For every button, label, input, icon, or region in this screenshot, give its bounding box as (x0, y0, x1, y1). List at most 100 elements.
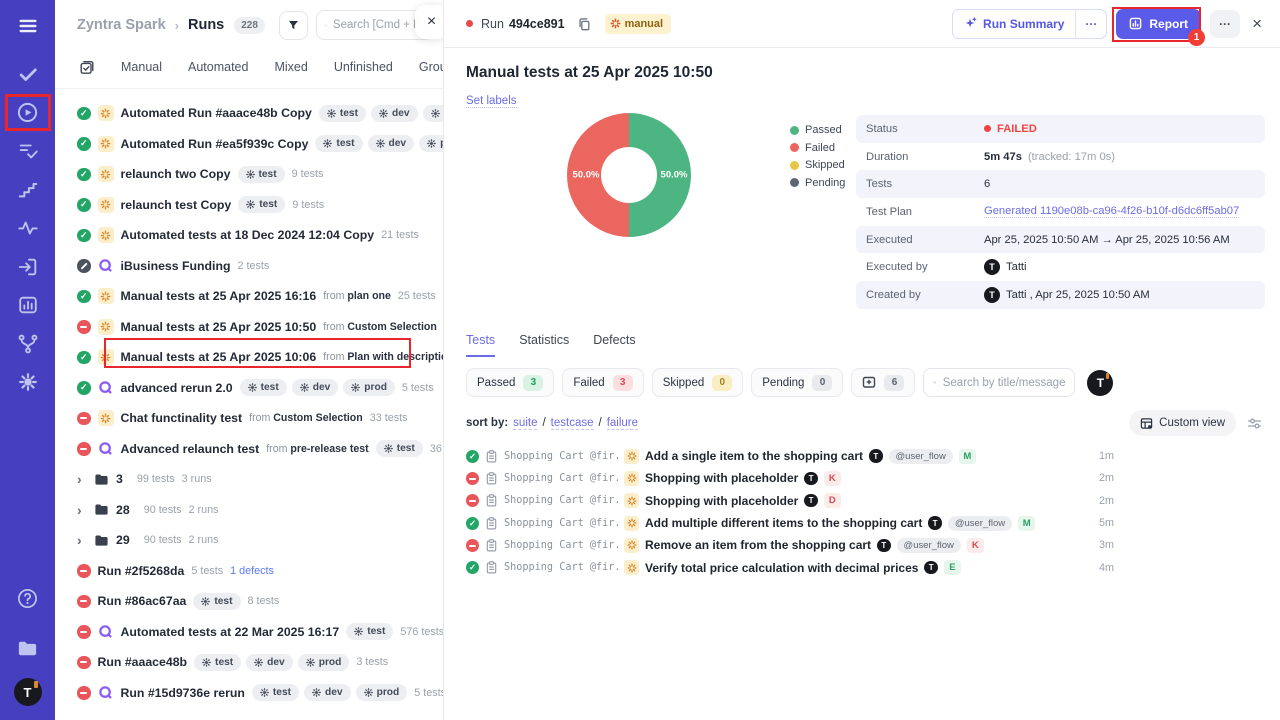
test-result-row[interactable]: Shopping Cart @fir... Shopping with plac… (466, 467, 1264, 489)
chevron-right-icon[interactable]: › (77, 532, 82, 549)
run-list-item[interactable]: › Run #2f5268da 5 tests 1 defects (55, 556, 443, 587)
run-detail-header: Run 494ce891 manual Run Summary ··· Repo… (444, 0, 1280, 48)
pending-filter-chip[interactable]: Pending 0 (751, 368, 844, 397)
tab-groups[interactable]: Groups (418, 60, 443, 74)
chevron-right-icon[interactable]: › (77, 501, 82, 518)
tab-automated[interactable]: Automated (188, 60, 249, 74)
tab-tests[interactable]: Tests (466, 333, 496, 357)
test-title: Shopping with placeholder (645, 471, 799, 486)
run-defects-link[interactable]: 1 defects (230, 564, 274, 577)
run-list-item[interactable]: › 3 99 tests 3 runs (55, 464, 443, 495)
panel-close-icon[interactable]: × (415, 5, 443, 39)
run-list-item[interactable]: › Manual tests at 25 Apr 2025 16:16 from… (55, 281, 443, 312)
comments-filter-chip[interactable]: 6 (851, 368, 916, 397)
run-list-item[interactable]: › Automated Run #aaace48b Copy testdevpr… (55, 98, 443, 129)
test-result-row[interactable]: Shopping Cart @fir... Add multiple diffe… (466, 512, 1264, 534)
environment-tag: prod (422, 104, 443, 122)
user-avatar[interactable]: T (13, 678, 42, 706)
environment-tag: prod (419, 135, 443, 153)
tests-search-input[interactable]: Search by title/message (923, 368, 1076, 397)
run-tests-count: 36 tests (429, 442, 443, 455)
custom-view-button[interactable]: Custom view (1129, 410, 1236, 436)
run-list-item[interactable]: › relaunch test Copy test 9 tests (55, 190, 443, 221)
run-list-item[interactable]: › iBusiness Funding 2 tests (55, 251, 443, 282)
more-actions-button[interactable]: ··· (1210, 9, 1241, 38)
close-detail-icon[interactable]: × (1252, 13, 1262, 33)
test-result-row[interactable]: Shopping Cart @fir... Remove an item fro… (466, 534, 1264, 556)
run-status-icon (77, 167, 91, 181)
test-result-row[interactable]: Shopping Cart @fir... Add a single item … (466, 445, 1264, 467)
tab-statistics[interactable]: Statistics (519, 333, 570, 347)
run-list-item[interactable]: › relaunch two Copy test 9 tests (55, 159, 443, 190)
run-summary-button[interactable]: Run Summary (953, 10, 1075, 38)
menu-icon[interactable] (16, 14, 40, 38)
help-icon[interactable] (16, 586, 40, 610)
tab-mixed[interactable]: Mixed (274, 60, 308, 74)
set-labels-link[interactable]: Set labels (466, 95, 517, 108)
run-list-item[interactable]: › Automated Run #ea5f939c Copy testdevpr… (55, 129, 443, 160)
test-result-row[interactable]: Shopping Cart @fir... Shopping with plac… (466, 490, 1264, 512)
run-list-item[interactable]: › Manual tests at 25 Apr 2025 10:06 from… (55, 342, 443, 373)
activity-pulse-icon[interactable] (16, 216, 40, 240)
report-button[interactable]: Report (1116, 8, 1202, 39)
assignee-avatar: T (877, 538, 891, 553)
test-cases-icon[interactable] (16, 139, 40, 163)
runs-play-icon[interactable] (16, 101, 40, 125)
test-duration: 2m (1099, 472, 1114, 485)
failed-filter-chip[interactable]: Failed 3 (562, 368, 644, 397)
run-list-item[interactable]: › Advanced relaunch test from pre-releas… (55, 434, 443, 465)
run-list-item[interactable]: › Manual tests at 25 Apr 2025 10:50 from… (55, 312, 443, 343)
run-status-icon (77, 198, 91, 212)
tasks-check-icon[interactable] (16, 62, 40, 86)
assignee-avatar: T (924, 560, 938, 575)
info-label: Executed by (866, 261, 928, 274)
run-list-item[interactable]: › Run #86ac67aa test 8 tests (55, 586, 443, 617)
run-status-icon (77, 259, 91, 273)
reports-chart-icon[interactable] (16, 293, 40, 317)
imports-icon[interactable] (16, 255, 40, 279)
test-suite-name: Shopping Cart @fir... (504, 472, 618, 484)
breadcrumb-project[interactable]: Zyntra Spark (77, 17, 166, 33)
run-list-item[interactable]: › Automated tests at 22 Mar 2025 16:17 t… (55, 617, 443, 648)
legend-item: Skipped (790, 159, 845, 171)
test-result-row[interactable]: Shopping Cart @fir... Verify total price… (466, 556, 1264, 578)
gear-icon (323, 139, 333, 149)
passed-filter-chip[interactable]: Passed 3 (466, 368, 555, 397)
milestones-steps-icon[interactable] (16, 178, 40, 202)
run-title: Run #15d9736e rerun (120, 685, 245, 700)
select-runs-icon[interactable] (79, 59, 95, 75)
sort-option-link[interactable]: suite (513, 417, 538, 430)
run-list-item[interactable]: › Chat functinality test from Custom Sel… (55, 403, 443, 434)
gear-icon (246, 200, 256, 210)
run-list-item[interactable]: › 28 90 tests 2 runs (55, 495, 443, 526)
projects-folder-icon[interactable] (16, 636, 40, 660)
integrations-branch-icon[interactable] (16, 332, 40, 356)
run-status-icon (77, 655, 91, 669)
runs-search-input[interactable]: Search [Cmd + K] (315, 10, 433, 40)
info-value: FAILED (984, 123, 1037, 135)
run-status-icon (77, 106, 91, 120)
chevron-right-icon[interactable]: › (77, 471, 82, 488)
settings-gear-icon[interactable] (16, 370, 40, 394)
run-tests-count: 5 tests (414, 686, 443, 699)
run-list-item[interactable]: › 29 90 tests 2 runs (55, 525, 443, 556)
test-plan-link[interactable]: Generated 1190e08b-ca96-4f26-b10f-d6dc6f… (984, 205, 1240, 219)
run-list-item[interactable]: › Automated tests at 18 Dec 2024 12:04 C… (55, 220, 443, 251)
assignee-avatar[interactable]: T (1087, 369, 1114, 396)
sort-row: sort by: suite/testcase/failure/ Custom … (466, 410, 1264, 436)
copy-icon[interactable] (577, 17, 591, 31)
run-summary-more-button[interactable]: ··· (1075, 9, 1106, 38)
filter-button[interactable] (278, 10, 308, 40)
tab-manual[interactable]: Manual (121, 60, 162, 74)
sort-option-link[interactable]: testcase (550, 417, 594, 430)
skipped-filter-chip[interactable]: Skipped 0 (651, 368, 744, 397)
tab-defects[interactable]: Defects (593, 333, 636, 347)
sliders-icon[interactable] (1247, 416, 1262, 431)
sort-option-link[interactable]: failure (606, 417, 639, 430)
tab-unfinished[interactable]: Unfinished (333, 60, 393, 74)
info-label: Tests (866, 178, 893, 191)
